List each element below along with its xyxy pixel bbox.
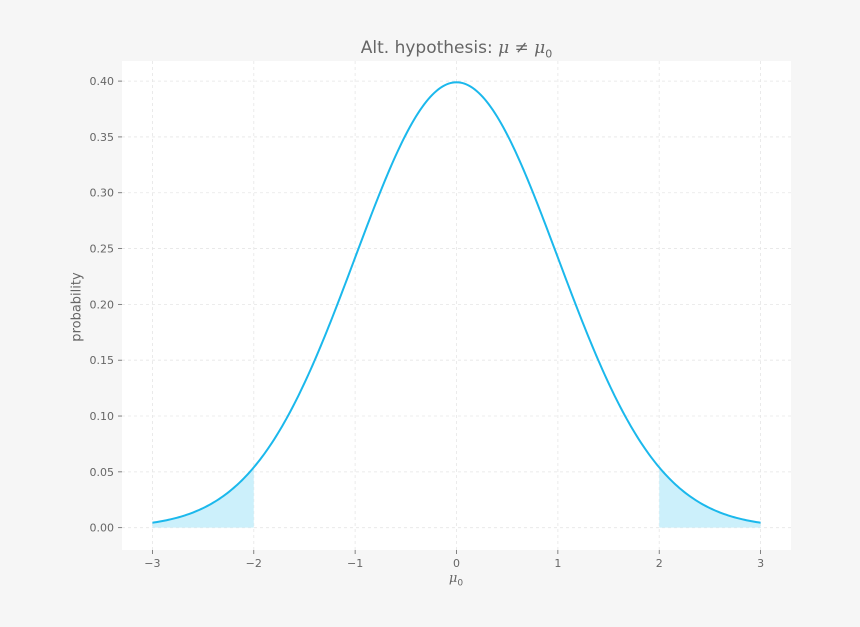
- x-axis-label: μ0: [449, 571, 463, 589]
- x-tick-label: −1: [347, 557, 363, 570]
- x-tick-label: 1: [554, 557, 561, 570]
- y-tick-label: 0.05: [90, 466, 115, 479]
- chart-title-math: μ ≠ μ: [498, 38, 546, 58]
- plot-area: [122, 61, 791, 550]
- x-axis-label-main: μ: [448, 571, 458, 586]
- y-tick-label: 0.10: [90, 410, 115, 423]
- y-tick-label: 0.30: [90, 187, 115, 200]
- normal-distribution-curve: [152, 81, 761, 524]
- shaded-regions: [152, 467, 761, 528]
- x-axis-label-subscript: 0: [457, 578, 464, 589]
- y-tick-label: 0.00: [90, 522, 115, 535]
- x-tick-label: −3: [144, 557, 160, 570]
- y-tick-label: 0.15: [90, 354, 115, 367]
- y-tick-label: 0.20: [90, 298, 115, 311]
- y-tick-label: 0.40: [90, 75, 115, 88]
- chart-title-text: Alt. hypothesis:: [360, 38, 499, 58]
- y-tick-label: 0.35: [90, 131, 115, 144]
- chart-title: Alt. hypothesis: μ ≠ μ0: [0, 38, 860, 60]
- y-axis-label: probability: [69, 272, 85, 342]
- x-tick-label: 2: [656, 557, 663, 570]
- tick-labels: −3 −2 −1 0 1 2 3 0.00 0.05 0.10 0.15 0.20 0.25 0.30 0.…: [90, 75, 765, 570]
- x-tick-label: −2: [246, 557, 262, 570]
- curve-layer: [152, 81, 761, 524]
- shaded-tail-region: [659, 467, 761, 528]
- chart-title-subscript: 0: [545, 47, 553, 61]
- y-tick-label: 0.25: [90, 243, 115, 256]
- shaded-tail-region: [152, 467, 254, 528]
- x-tick-label: 3: [757, 557, 764, 570]
- x-tick-label: 0: [453, 557, 460, 570]
